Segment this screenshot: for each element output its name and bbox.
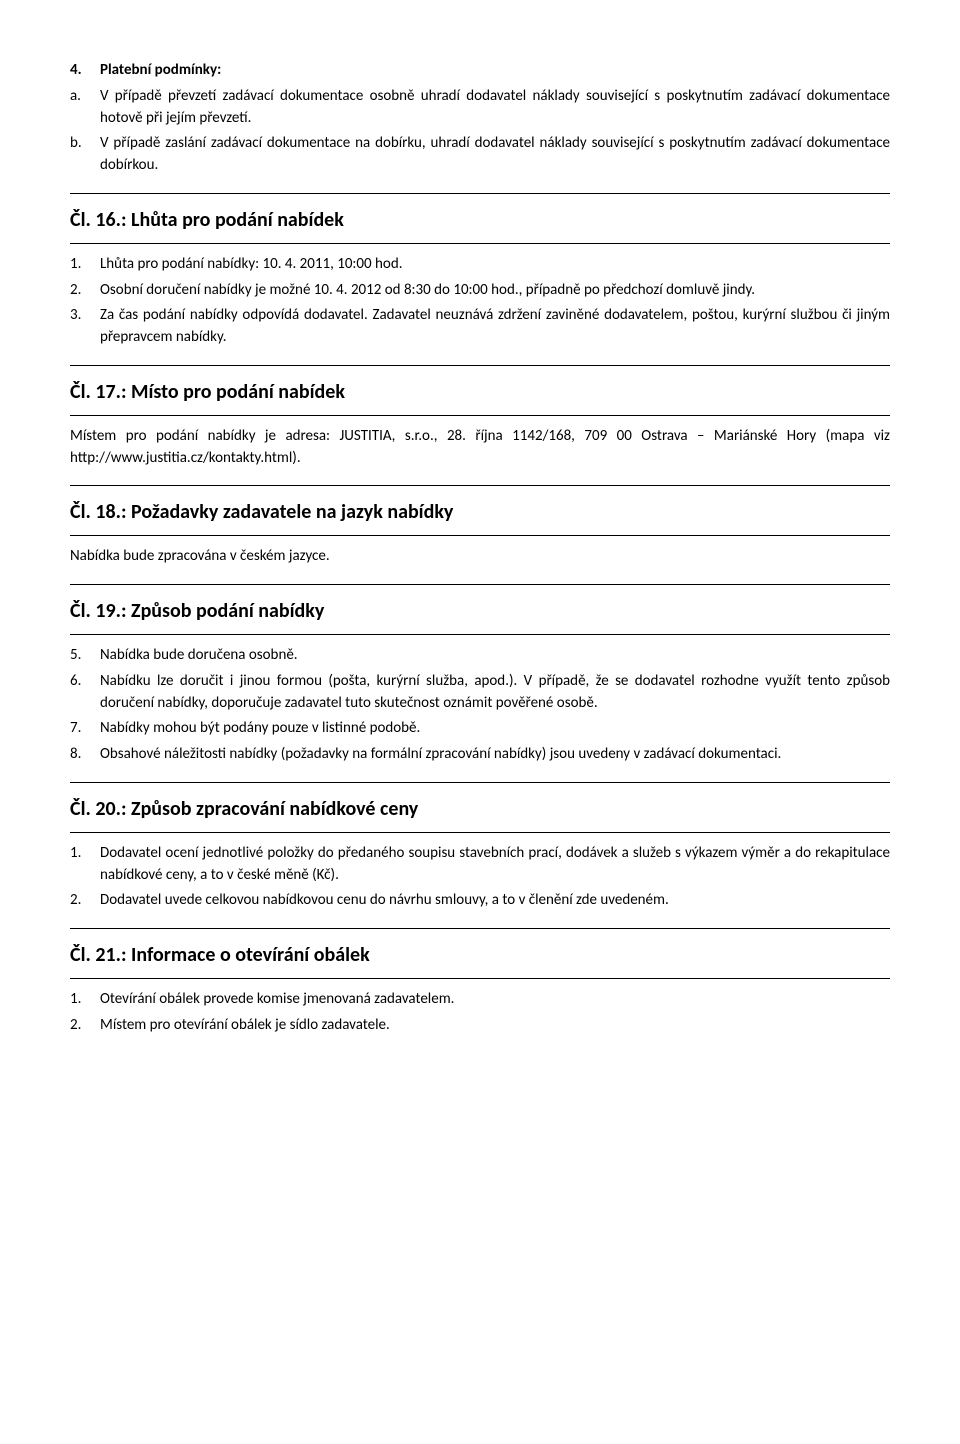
cl19-item-5-num: 5. bbox=[70, 645, 100, 667]
cl16-item-2-num: 2. bbox=[70, 280, 100, 302]
heading-cl17: Čl. 17.: Místo pro podání nabídek bbox=[70, 378, 890, 407]
cl20-item-1: 1. Dodavatel ocení jednotlivé položky do… bbox=[70, 843, 890, 887]
heading-cl19: Čl. 19.: Způsob podání nabídky bbox=[70, 597, 890, 626]
cl19-item-7-body: Nabídky mohou být podány pouze v listinn… bbox=[100, 718, 890, 740]
item-4-number: 4. bbox=[70, 60, 100, 82]
divider bbox=[70, 634, 890, 635]
divider bbox=[70, 535, 890, 536]
cl21-item-1-num: 1. bbox=[70, 989, 100, 1011]
divider bbox=[70, 978, 890, 979]
cl19-item-7-num: 7. bbox=[70, 718, 100, 740]
cl21-item-2: 2. Místem pro otevírání obálek je sídlo … bbox=[70, 1015, 890, 1037]
divider bbox=[70, 415, 890, 416]
divider bbox=[70, 243, 890, 244]
cl20-item-2-body: Dodavatel uvede celkovou nabídkovou cenu… bbox=[100, 890, 890, 912]
cl19-item-5: 5. Nabídka bude doručena osobně. bbox=[70, 645, 890, 667]
item-4: 4. Platební podmínky: bbox=[70, 60, 890, 82]
cl19-item-8-body: Obsahové náležitosti nabídky (požadavky … bbox=[100, 744, 890, 766]
divider bbox=[70, 365, 890, 366]
item-4a-body: V případě převzetí zadávací dokumentace … bbox=[100, 86, 890, 130]
cl19-item-8-num: 8. bbox=[70, 744, 100, 766]
item-4b: b. V případě zaslání zadávací dokumentac… bbox=[70, 133, 890, 177]
cl19-item-6-body: Nabídku lze doručit i jinou formou (pošt… bbox=[100, 671, 890, 715]
cl16-item-2-body: Osobní doručení nabídky je možné 10. 4. … bbox=[100, 280, 890, 302]
cl21-item-2-num: 2. bbox=[70, 1015, 100, 1037]
item-4b-body: V případě zaslání zadávací dokumentace n… bbox=[100, 133, 890, 177]
cl16-item-1-body: Lhůta pro podání nabídky: 10. 4. 2011, 1… bbox=[100, 254, 890, 276]
cl20-item-1-body: Dodavatel ocení jednotlivé položky do př… bbox=[100, 843, 890, 887]
cl16-item-1: 1. Lhůta pro podání nabídky: 10. 4. 2011… bbox=[70, 254, 890, 276]
section-cl18: Nabídka bude zpracována v českém jazyce. bbox=[70, 546, 890, 568]
cl16-item-1-num: 1. bbox=[70, 254, 100, 276]
divider bbox=[70, 928, 890, 929]
cl20-item-1-num: 1. bbox=[70, 843, 100, 887]
cl19-item-6: 6. Nabídku lze doručit i jinou formou (p… bbox=[70, 671, 890, 715]
divider bbox=[70, 832, 890, 833]
divider bbox=[70, 782, 890, 783]
cl21-item-1: 1. Otevírání obálek provede komise jmeno… bbox=[70, 989, 890, 1011]
heading-cl20: Čl. 20.: Způsob zpracování nabídkové cen… bbox=[70, 795, 890, 824]
cl19-item-6-num: 6. bbox=[70, 671, 100, 715]
cl20-item-2-num: 2. bbox=[70, 890, 100, 912]
section-cl16: 1. Lhůta pro podání nabídky: 10. 4. 2011… bbox=[70, 254, 890, 349]
cl19-item-5-body: Nabídka bude doručena osobně. bbox=[100, 645, 890, 667]
section-cl21: 1. Otevírání obálek provede komise jmeno… bbox=[70, 989, 890, 1037]
divider bbox=[70, 485, 890, 486]
divider bbox=[70, 193, 890, 194]
divider bbox=[70, 584, 890, 585]
cl16-item-3-body: Za čas podání nabídky odpovídá dodavatel… bbox=[100, 305, 890, 349]
cl16-item-3: 3. Za čas podání nabídky odpovídá dodava… bbox=[70, 305, 890, 349]
heading-cl16: Čl. 16.: Lhůta pro podání nabídek bbox=[70, 206, 890, 235]
item-4a: a. V případě převzetí zadávací dokumenta… bbox=[70, 86, 890, 130]
cl20-item-2: 2. Dodavatel uvede celkovou nabídkovou c… bbox=[70, 890, 890, 912]
cl19-item-8: 8. Obsahové náležitosti nabídky (požadav… bbox=[70, 744, 890, 766]
cl19-item-7: 7. Nabídky mohou být podány pouze v list… bbox=[70, 718, 890, 740]
section-cl17: Místem pro podání nabídky je adresa: JUS… bbox=[70, 426, 890, 470]
item-4-title: Platební podmínky: bbox=[100, 60, 890, 82]
item-4b-letter: b. bbox=[70, 133, 100, 177]
section-cl20: 1. Dodavatel ocení jednotlivé položky do… bbox=[70, 843, 890, 912]
heading-cl18: Čl. 18.: Požadavky zadavatele na jazyk n… bbox=[70, 498, 890, 527]
cl16-item-2: 2. Osobní doručení nabídky je možné 10. … bbox=[70, 280, 890, 302]
item-4a-letter: a. bbox=[70, 86, 100, 130]
cl17-body: Místem pro podání nabídky je adresa: JUS… bbox=[70, 426, 890, 470]
cl21-item-2-body: Místem pro otevírání obálek je sídlo zad… bbox=[100, 1015, 890, 1037]
cl21-item-1-body: Otevírání obálek provede komise jmenovan… bbox=[100, 989, 890, 1011]
cl18-body: Nabídka bude zpracována v českém jazyce. bbox=[70, 546, 890, 568]
section-platebni-podminky: 4. Platební podmínky: a. V případě převz… bbox=[70, 60, 890, 177]
section-cl19: 5. Nabídka bude doručena osobně. 6. Nabí… bbox=[70, 645, 890, 766]
heading-cl21: Čl. 21.: Informace o otevírání obálek bbox=[70, 941, 890, 970]
cl16-item-3-num: 3. bbox=[70, 305, 100, 349]
